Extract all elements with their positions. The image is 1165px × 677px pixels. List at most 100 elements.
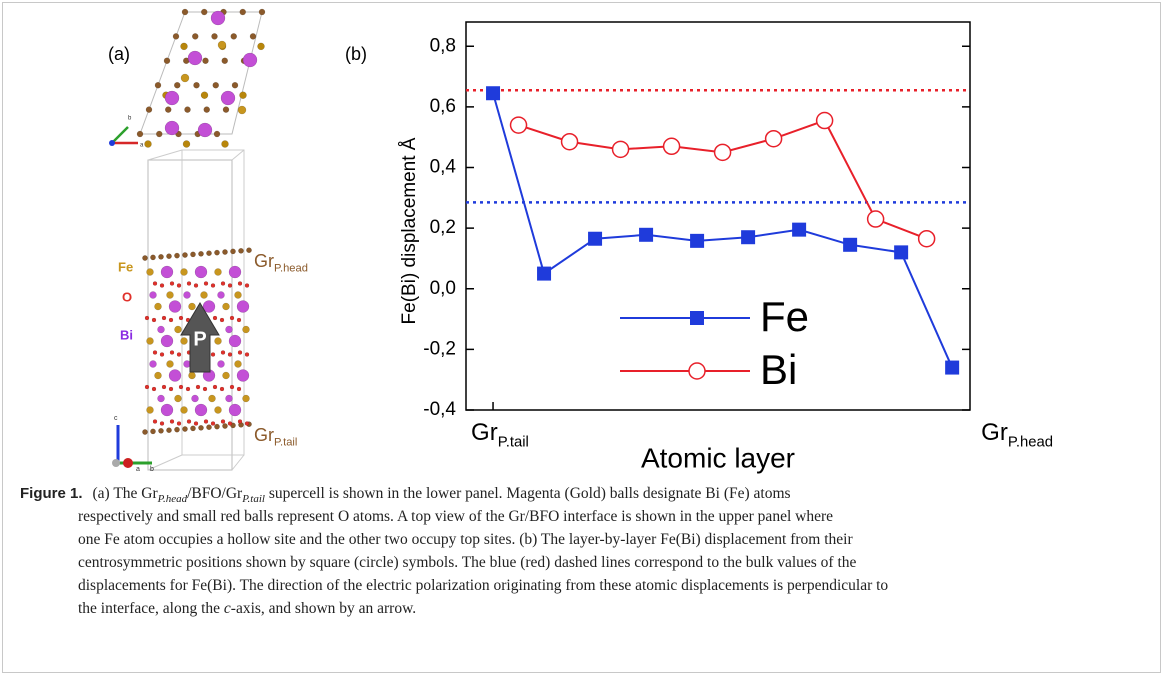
atom xyxy=(237,419,243,424)
atom xyxy=(225,394,233,403)
atom xyxy=(174,81,181,89)
legend-marker xyxy=(690,311,704,325)
atom xyxy=(158,253,164,260)
atom xyxy=(214,423,220,430)
atom xyxy=(229,384,235,390)
atom xyxy=(225,325,233,334)
legend-label: Fe xyxy=(760,293,809,340)
atom xyxy=(146,268,154,276)
data-point xyxy=(866,210,885,228)
caption-text: (a) The Gr xyxy=(92,485,158,502)
atom xyxy=(222,302,230,311)
atom xyxy=(244,283,250,288)
data-point xyxy=(741,230,756,245)
atom xyxy=(236,386,242,392)
data-point xyxy=(486,86,501,101)
atom xyxy=(194,403,208,417)
atom xyxy=(180,406,188,414)
atom xyxy=(192,33,199,40)
data-point xyxy=(917,229,936,248)
atom xyxy=(222,106,230,113)
atom xyxy=(145,106,153,113)
x-tick-label-sub: P.tail xyxy=(498,434,529,450)
axis-letter: a xyxy=(136,466,140,473)
atom xyxy=(164,90,180,106)
caption-text: /BFO/Gr xyxy=(187,485,243,502)
caption-text: respectively and small red balls represe… xyxy=(78,508,833,525)
atom xyxy=(136,130,144,138)
data-point xyxy=(764,129,783,148)
atom xyxy=(230,33,237,40)
atom xyxy=(219,317,225,323)
atom xyxy=(230,248,236,255)
caption-text: P.head xyxy=(157,493,188,506)
atom xyxy=(172,33,180,40)
atom xyxy=(168,386,174,392)
caption-line: displacements for Fe(Bi). The direction … xyxy=(20,574,1150,597)
atom xyxy=(239,91,247,99)
atom xyxy=(154,302,162,311)
y-tick-label: 0,4 xyxy=(430,157,457,178)
atom xyxy=(149,291,157,299)
atom xyxy=(169,419,175,424)
data-point xyxy=(560,132,579,151)
atom xyxy=(210,352,216,357)
atom-label: O xyxy=(122,289,132,304)
atom xyxy=(168,300,182,313)
atom xyxy=(169,350,175,355)
axis-letter: a xyxy=(140,143,144,149)
atom xyxy=(163,57,171,65)
atom xyxy=(237,281,243,286)
top-view-cell xyxy=(139,11,263,135)
atom xyxy=(200,291,208,299)
atom xyxy=(186,281,192,286)
cell-edge xyxy=(231,454,245,471)
data-point xyxy=(690,233,705,248)
atom xyxy=(195,384,201,390)
interface-label: GrP.head xyxy=(254,251,308,275)
atom xyxy=(150,428,156,435)
atom xyxy=(212,384,218,390)
axis-letter: b xyxy=(150,466,154,473)
data-point xyxy=(611,140,630,159)
x-tick-label: GrP.tail xyxy=(471,419,529,450)
atom xyxy=(154,81,162,89)
y-tick-label: 0,0 xyxy=(430,278,456,299)
atom-label: Bi xyxy=(120,327,133,342)
axis-origin xyxy=(123,458,133,468)
atom xyxy=(231,81,239,89)
atom xyxy=(156,130,163,138)
atom xyxy=(211,33,218,40)
atom xyxy=(152,281,158,286)
atom xyxy=(161,315,167,321)
atom xyxy=(191,394,199,403)
interface-label-sub: P.tail xyxy=(274,436,297,448)
data-point xyxy=(815,111,834,130)
atom xyxy=(228,265,242,279)
atom xyxy=(144,384,150,390)
atom xyxy=(203,281,209,286)
atom xyxy=(146,406,154,414)
caption-text: -axis, and shown by an arrow. xyxy=(230,600,417,617)
atom xyxy=(236,317,242,323)
atom xyxy=(188,371,196,380)
cell-edge xyxy=(147,149,183,161)
atom xyxy=(203,106,210,113)
atom xyxy=(221,140,229,148)
caption-text: supercell is shown in the lower panel. M… xyxy=(264,485,791,502)
atom xyxy=(174,325,182,334)
atom xyxy=(202,57,209,65)
atom xyxy=(219,386,225,392)
atom xyxy=(180,337,188,345)
atom xyxy=(206,250,212,257)
atom xyxy=(181,8,189,16)
caption-text: one Fe atom occupies a hollow site and t… xyxy=(78,531,853,548)
atom xyxy=(160,403,174,417)
data-point xyxy=(792,222,807,237)
atom xyxy=(160,334,174,348)
atom xyxy=(142,255,148,261)
polarization-label: P xyxy=(193,328,206,350)
atom xyxy=(214,337,222,345)
atom xyxy=(190,251,196,258)
